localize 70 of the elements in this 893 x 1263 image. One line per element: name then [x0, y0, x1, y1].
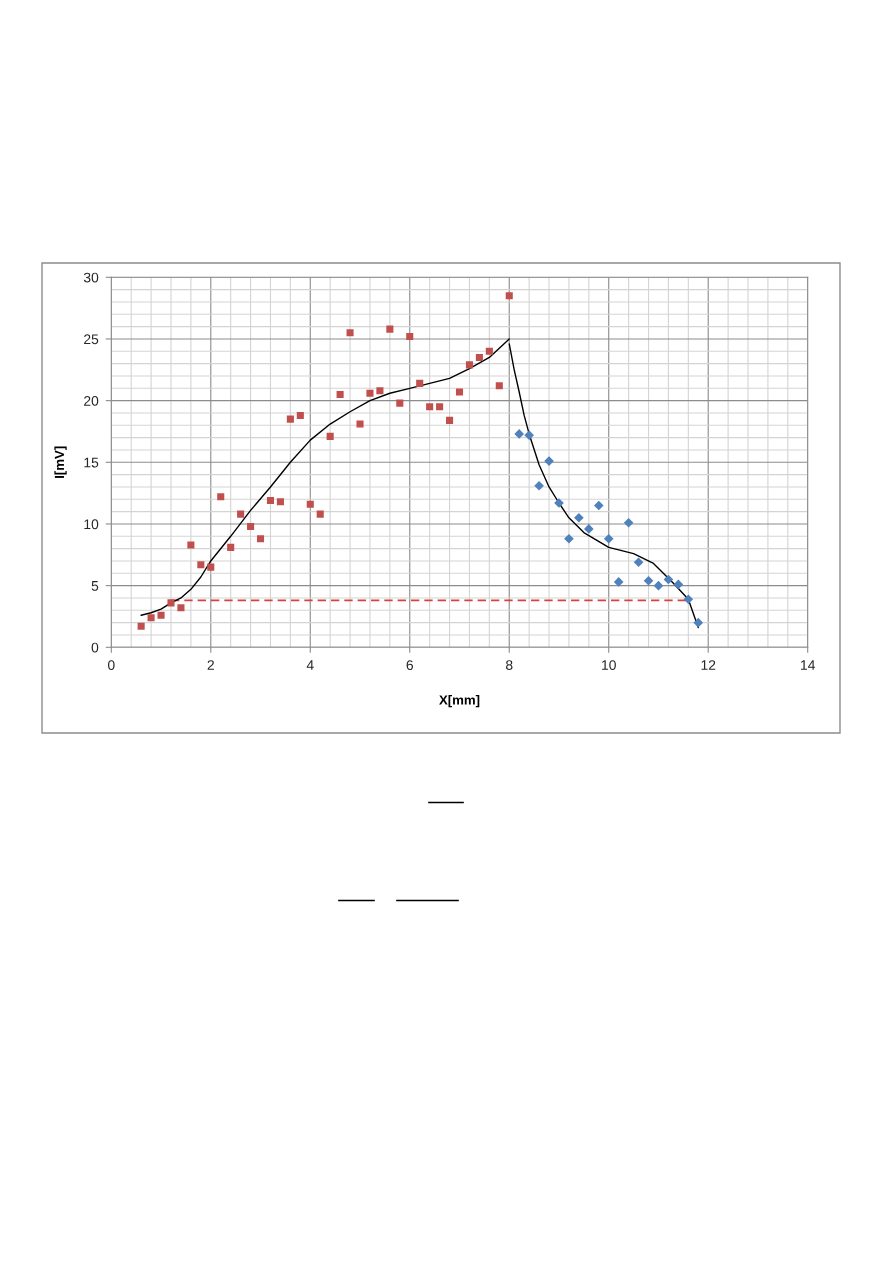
point [237, 510, 245, 518]
point [366, 389, 374, 397]
point [177, 604, 185, 612]
point [564, 533, 574, 544]
point [406, 332, 414, 341]
point [574, 512, 584, 523]
point [534, 480, 544, 491]
point [593, 500, 604, 511]
point [643, 575, 654, 586]
point [416, 379, 424, 387]
point [227, 543, 235, 551]
point [603, 533, 614, 544]
point [396, 399, 404, 407]
point [266, 496, 275, 505]
point [187, 541, 195, 549]
point [326, 432, 334, 440]
x-tick-label: 8 [505, 660, 513, 670]
point [485, 347, 493, 355]
point [524, 430, 534, 440]
y-tick-label: 15 [84, 457, 99, 468]
point [693, 617, 704, 628]
point [336, 390, 344, 399]
y-axis-title: I[mV] [54, 446, 67, 478]
y-tick-label: 10 [84, 519, 99, 530]
point [276, 498, 284, 506]
point [247, 522, 255, 530]
point [623, 517, 634, 528]
x-tick-label: 6 [406, 660, 414, 670]
point [346, 329, 354, 337]
point [167, 599, 175, 607]
point [633, 557, 644, 568]
x-tick-label: 0 [107, 660, 115, 670]
point [386, 325, 394, 333]
point [376, 387, 384, 395]
y-tick-label: 0 [91, 642, 99, 653]
point [316, 510, 324, 518]
x-axis-title: X[mm] [439, 694, 480, 708]
y-tick-label: 25 [84, 334, 99, 345]
point [157, 611, 165, 619]
point [683, 594, 694, 605]
point [217, 493, 225, 501]
point [296, 411, 304, 419]
point [286, 415, 294, 423]
point [446, 416, 454, 424]
y-tick-label: 20 [84, 395, 99, 406]
point [197, 561, 205, 569]
point [256, 535, 265, 543]
point [455, 388, 464, 396]
point [207, 563, 215, 571]
point [505, 292, 513, 300]
point [147, 614, 155, 622]
x-tick-label: 2 [207, 660, 214, 670]
point [137, 622, 145, 630]
point [465, 361, 473, 369]
y-tick-label: 30 [83, 272, 99, 283]
point [514, 429, 524, 439]
y-tick-label: 5 [91, 581, 99, 591]
point [673, 579, 684, 590]
x-tick-label: 12 [701, 660, 716, 670]
point [426, 403, 434, 411]
point [306, 500, 314, 508]
point [475, 353, 483, 362]
x-tick-label: 4 [306, 660, 314, 670]
x-tick-label: 10 [602, 660, 616, 670]
point [584, 524, 594, 534]
x-tick-label: 14 [801, 660, 816, 670]
point [356, 420, 364, 428]
point [495, 382, 503, 390]
point [436, 403, 444, 411]
point [613, 577, 624, 587]
